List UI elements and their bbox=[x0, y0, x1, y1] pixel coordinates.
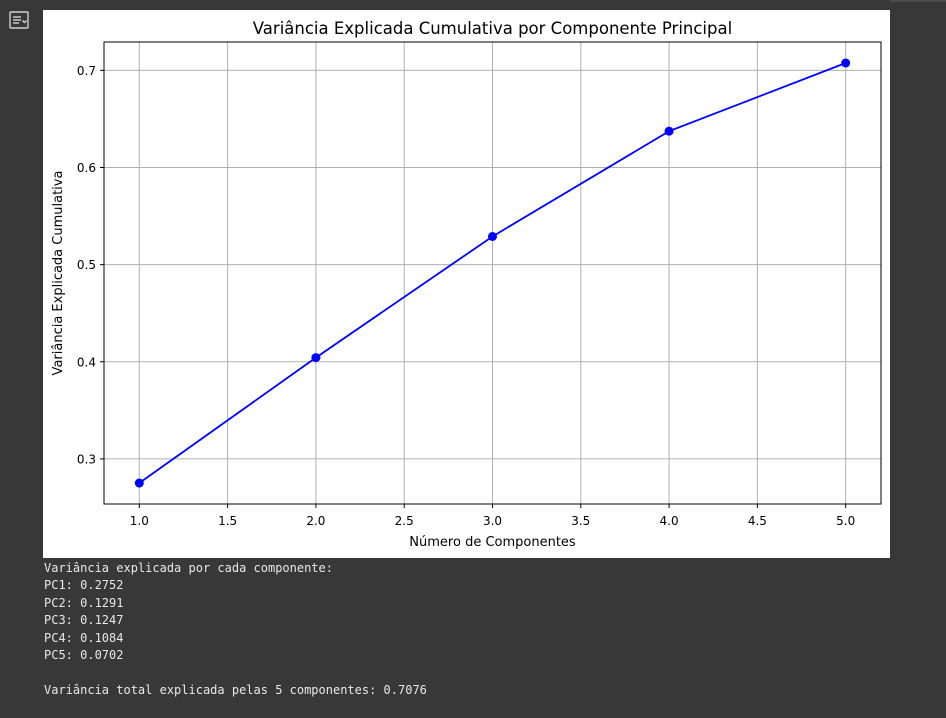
cell-output-text: Variância explicada por cada componente:… bbox=[44, 560, 946, 699]
y-tick-label: 0.6 bbox=[77, 161, 96, 175]
x-tick-label: 3.0 bbox=[483, 514, 502, 528]
y-tick-label: 0.7 bbox=[77, 64, 96, 78]
data-point bbox=[488, 231, 497, 241]
y-tick-label: 0.5 bbox=[77, 258, 96, 272]
x-tick-label: 4.0 bbox=[660, 514, 679, 528]
y-tick-label: 0.3 bbox=[77, 452, 96, 466]
line-chart: 1.0 1.5 2.0 2.5 3.0 3.5 4.0 4.5 5.0 0.3 0.4 0.5 0.6 0… bbox=[51, 19, 882, 550]
x-axis-label: Número de Componentes bbox=[409, 535, 576, 550]
output-line: PC2: 0.1291 bbox=[44, 595, 124, 610]
output-line: PC5: 0.0702 bbox=[44, 647, 124, 662]
output-line: PC1: 0.2752 bbox=[44, 578, 124, 593]
y-tick-label: 0.4 bbox=[77, 355, 96, 369]
x-tick-label: 2.5 bbox=[395, 514, 414, 528]
x-tick-label: 1.5 bbox=[218, 514, 237, 528]
y-axis-label: Variância Explicada Cumulativa bbox=[51, 171, 66, 376]
plot-frame bbox=[103, 41, 882, 505]
data-point bbox=[841, 58, 851, 68]
data-point bbox=[664, 126, 674, 136]
output-options-button[interactable] bbox=[6, 8, 32, 32]
x-tick-label: 1.0 bbox=[130, 514, 149, 528]
output-line: Variância total explicada pelas 5 compon… bbox=[44, 682, 427, 697]
x-tick-label: 3.5 bbox=[571, 514, 590, 528]
pca-variance-figure: 1.0 1.5 2.0 2.5 3.0 3.5 4.0 4.5 5.0 0.3 0.4 0.5 0.6 0… bbox=[43, 10, 890, 558]
output-line bbox=[44, 664, 946, 681]
data-point bbox=[134, 478, 144, 488]
output-line: Variância explicada por cada componente: bbox=[44, 561, 333, 575]
output-line: PC4: 0.1084 bbox=[44, 630, 124, 645]
cell-divider bbox=[890, 0, 946, 2]
output-line: PC3: 0.1247 bbox=[44, 613, 124, 628]
x-tick-label: 2.0 bbox=[306, 514, 325, 528]
x-tick-label: 4.5 bbox=[748, 514, 767, 528]
x-tick-label: 5.0 bbox=[836, 514, 855, 528]
data-point bbox=[311, 353, 321, 363]
output-options-icon bbox=[9, 11, 29, 29]
chart-title: Variância Explicada Cumulativa por Compo… bbox=[253, 19, 732, 38]
